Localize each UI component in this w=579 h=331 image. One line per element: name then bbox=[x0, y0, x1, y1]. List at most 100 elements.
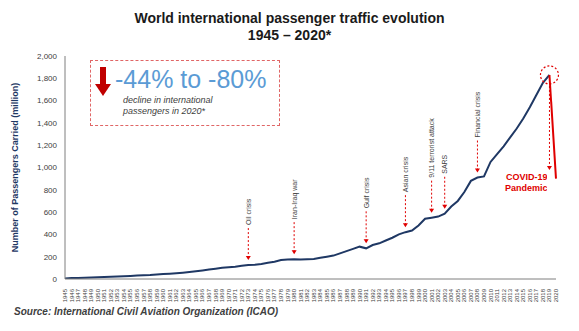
svg-text:2012: 2012 bbox=[501, 288, 507, 302]
svg-text:1996: 1996 bbox=[396, 288, 402, 302]
svg-text:1946: 1946 bbox=[69, 288, 75, 302]
svg-text:2001: 2001 bbox=[429, 288, 435, 302]
svg-text:Oil crisis: Oil crisis bbox=[245, 198, 252, 225]
svg-text:1,800: 1,800 bbox=[37, 74, 58, 83]
svg-text:2010: 2010 bbox=[488, 288, 494, 302]
svg-text:1958: 1958 bbox=[147, 288, 153, 302]
svg-text:2000: 2000 bbox=[422, 288, 428, 302]
svg-text:1999: 1999 bbox=[416, 288, 422, 302]
svg-text:1957: 1957 bbox=[141, 288, 147, 302]
svg-text:1990: 1990 bbox=[357, 288, 363, 302]
svg-text:1,400: 1,400 bbox=[37, 119, 58, 128]
svg-text:1968: 1968 bbox=[213, 288, 219, 302]
svg-text:1949: 1949 bbox=[88, 288, 94, 302]
svg-text:1995: 1995 bbox=[389, 288, 395, 302]
svg-text:1961: 1961 bbox=[167, 288, 173, 302]
svg-text:1954: 1954 bbox=[121, 288, 127, 302]
svg-text:Iran-Iraq war: Iran-Iraq war bbox=[291, 179, 299, 219]
svg-text:1998: 1998 bbox=[409, 288, 415, 302]
svg-text:1988: 1988 bbox=[344, 288, 350, 302]
svg-text:1964: 1964 bbox=[186, 288, 192, 302]
svg-text:Asian crisis: Asian crisis bbox=[402, 156, 409, 192]
svg-text:0: 0 bbox=[53, 275, 58, 284]
svg-text:2003: 2003 bbox=[442, 288, 448, 302]
html-text:decline in international passe: decline in international passengers in 2… bbox=[123, 95, 213, 116]
svg-text:1,200: 1,200 bbox=[37, 141, 58, 150]
svg-text:1997: 1997 bbox=[402, 288, 408, 302]
svg-text:1991: 1991 bbox=[363, 288, 369, 302]
svg-text:1985: 1985 bbox=[324, 288, 330, 302]
svg-text:1984: 1984 bbox=[317, 288, 323, 302]
svg-text:Number of Passengers Carried (: Number of Passengers Carried (million) bbox=[10, 83, 20, 253]
svg-text:SARS: SARS bbox=[441, 154, 448, 173]
svg-text:1974: 1974 bbox=[252, 288, 258, 302]
svg-text:1953: 1953 bbox=[114, 288, 120, 302]
svg-text:400: 400 bbox=[44, 230, 58, 239]
svg-text:2013: 2013 bbox=[507, 288, 513, 302]
svg-text:1950: 1950 bbox=[95, 288, 101, 302]
svg-text:1979: 1979 bbox=[285, 288, 291, 302]
svg-text:2014: 2014 bbox=[514, 288, 520, 302]
svg-text:2017: 2017 bbox=[533, 288, 539, 302]
svg-text:2011: 2011 bbox=[494, 288, 500, 302]
html-text:1945 – 2020*: 1945 – 2020* bbox=[247, 27, 332, 43]
svg-text:800: 800 bbox=[44, 186, 58, 195]
svg-text:1966: 1966 bbox=[199, 288, 205, 302]
svg-text:1976: 1976 bbox=[265, 288, 271, 302]
svg-text:1971: 1971 bbox=[232, 288, 238, 302]
svg-text:1965: 1965 bbox=[193, 288, 199, 302]
svg-text:600: 600 bbox=[44, 208, 58, 217]
svg-text:2009: 2009 bbox=[481, 288, 487, 302]
svg-text:1980: 1980 bbox=[291, 288, 297, 302]
svg-text:2018: 2018 bbox=[540, 288, 546, 302]
svg-text:2005: 2005 bbox=[455, 288, 461, 302]
svg-text:1952: 1952 bbox=[108, 288, 114, 302]
svg-text:9/11 terrorist attack: 9/11 terrorist attack bbox=[428, 118, 435, 178]
svg-text:2015: 2015 bbox=[520, 288, 526, 302]
svg-text:2,000: 2,000 bbox=[37, 52, 58, 61]
svg-text:2002: 2002 bbox=[435, 288, 441, 302]
svg-text:Gulf crisis: Gulf crisis bbox=[363, 177, 370, 208]
svg-text:1970: 1970 bbox=[226, 288, 232, 302]
svg-text:1982: 1982 bbox=[304, 288, 310, 302]
svg-text:1977: 1977 bbox=[271, 288, 277, 302]
svg-text:1947: 1947 bbox=[75, 288, 81, 302]
svg-text:1955: 1955 bbox=[127, 288, 133, 302]
svg-text:1993: 1993 bbox=[376, 288, 382, 302]
svg-text:1967: 1967 bbox=[206, 288, 212, 302]
html-text:World international passenger: World international passenger traffic ev… bbox=[134, 10, 445, 26]
svg-text:1956: 1956 bbox=[134, 288, 140, 302]
svg-text:1,000: 1,000 bbox=[37, 163, 58, 172]
svg-text:1969: 1969 bbox=[219, 288, 225, 302]
svg-text:1986: 1986 bbox=[330, 288, 336, 302]
svg-text:1975: 1975 bbox=[258, 288, 264, 302]
svg-text:200: 200 bbox=[44, 253, 58, 262]
svg-text:1959: 1959 bbox=[154, 288, 160, 302]
svg-text:2004: 2004 bbox=[448, 288, 454, 302]
svg-text:1962: 1962 bbox=[173, 288, 179, 302]
svg-text:2019: 2019 bbox=[546, 288, 552, 302]
svg-text:1983: 1983 bbox=[311, 288, 317, 302]
svg-text:1989: 1989 bbox=[350, 288, 356, 302]
svg-text:1973: 1973 bbox=[245, 288, 251, 302]
svg-text:1981: 1981 bbox=[298, 288, 304, 302]
svg-text:1960: 1960 bbox=[160, 288, 166, 302]
svg-text:2007: 2007 bbox=[468, 288, 474, 302]
svg-text:1948: 1948 bbox=[82, 288, 88, 302]
svg-text:1,600: 1,600 bbox=[37, 96, 58, 105]
svg-text:1972: 1972 bbox=[239, 288, 245, 302]
html-text:COVID-19 Pandemic: COVID-19 Pandemic bbox=[504, 172, 548, 193]
svg-text:Financial crisis: Financial crisis bbox=[474, 91, 481, 137]
svg-text:1963: 1963 bbox=[180, 288, 186, 302]
svg-text:1992: 1992 bbox=[370, 288, 376, 302]
svg-text:1945: 1945 bbox=[62, 288, 68, 302]
svg-text:2016: 2016 bbox=[527, 288, 533, 302]
svg-text:1951: 1951 bbox=[101, 288, 107, 302]
svg-text:1978: 1978 bbox=[278, 288, 284, 302]
svg-text:2008: 2008 bbox=[474, 288, 480, 302]
svg-text:2006: 2006 bbox=[461, 288, 467, 302]
html-text:-44% to -80%: -44% to -80% bbox=[115, 65, 267, 93]
svg-text:2020: 2020 bbox=[553, 288, 559, 302]
svg-text:1987: 1987 bbox=[337, 288, 343, 302]
svg-text:1994: 1994 bbox=[383, 288, 389, 302]
